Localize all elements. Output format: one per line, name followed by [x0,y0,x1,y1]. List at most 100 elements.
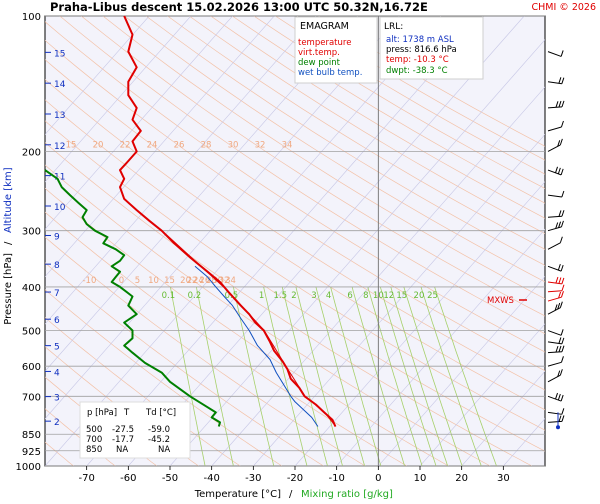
wind-barb-flag [560,139,562,145]
altitude-tick-label: 13 [54,111,65,121]
temperature-tick-label: 0 [375,473,381,484]
pressure-tick-label: 925 [22,447,41,458]
theta-label: 5 [135,276,140,286]
legend-item-temperature: temperature [298,38,351,48]
table-cell-2-2: NA [158,445,170,455]
temperature-tick-label: 20 [455,473,468,484]
pressure-tick-label: 200 [22,147,41,158]
wind-barb-flag [558,394,560,400]
y-axis-separator: / [3,241,14,245]
theta-label: 10 [148,276,159,286]
wind-barb-flag [561,329,563,335]
mixing-ratio-label: 1 [259,291,264,301]
theta-label: 34 [225,276,236,286]
wind-barb-shaft [548,107,562,108]
theta-label-top: 15 [66,140,77,150]
wind-barb-flag [561,169,563,175]
theta-label: -10 [82,276,96,286]
wind-barb-shaft [548,243,560,250]
wind-barb-flag [558,264,560,270]
wind-barb-flag [556,167,558,173]
y-axis-label-2: Altitude [km] [3,167,14,233]
wind-barb-flag [562,278,564,284]
temperature-tick-label: -70 [78,473,94,484]
wind-barb-flag [562,78,564,84]
wind-barb-flag [562,210,564,216]
wind-barb-flag [556,346,558,352]
mixing-ratio-label: 3 [311,291,316,301]
wind-barb-shaft [548,362,561,366]
wind-barb-flag [562,408,564,414]
wind-column-base-dot [556,425,560,429]
wind-barb-flag [556,393,558,399]
mixing-ratio-label: 20 [414,291,425,301]
lrl-altitude: alt: 1738 m ASL [386,35,454,45]
lrl-heading: LRL: [384,22,403,32]
wind-barb-flag [561,265,563,271]
altitude-tick-label: 9 [54,232,60,242]
wind-barb-flag [562,346,564,352]
table-cell-1-0: 700 [86,435,102,445]
altitude-tick-label: 4 [54,368,60,378]
wind-barb-shaft [548,412,562,414]
y-axis-title: Pressure [hPa] / Altitude [km] [3,167,14,324]
wind-barb-shaft [548,52,561,57]
wind-barb-flag [560,237,562,243]
theta-label-top: 24 [147,140,158,150]
pressure-tick-label: 400 [22,283,41,294]
temperature-tick-label: 30 [497,473,510,484]
wind-barb-shaft [548,308,560,315]
wind-barb-flag [561,121,563,127]
altitude-tick-label: 14 [54,80,66,90]
temperature-tick-label: -60 [120,473,136,484]
theta-label: 0 [119,276,124,286]
wind-barbs [548,50,564,429]
table-header-t: T [123,408,130,418]
temperature-tick-label: -50 [162,473,178,484]
table-header-td: Td [°C] [145,408,176,418]
wind-barb-shaft [548,195,562,197]
legend: EMAGRAM temperature virt.temp. dew point… [295,17,377,83]
wind-barb-flag [559,210,561,216]
altitude-tick-label: 12 [54,142,65,152]
wind-barb-flag [559,337,561,343]
mixing-ratio-label: 12 [383,291,394,301]
pressure-tick-label: 500 [22,327,41,338]
wind-barb-flag [562,415,564,421]
x-axis-label-2: Mixing ratio [g/kg] [301,489,393,500]
altitude-tick-label: 8 [54,261,60,271]
x-axis-label: Temperature [°C] [194,489,281,500]
wind-barb-flag [561,356,563,362]
wind-barb-flag [560,369,562,375]
table-header-p: p [hPa] [87,408,117,418]
altitude-tick-label: 3 [54,394,60,404]
wind-barb-flag [561,50,563,56]
temperature-tick-label: 10 [414,473,427,484]
pressure-tick-label: 1000 [16,462,41,473]
mixing-ratio-label: 2 [291,291,296,301]
pressure-tick-label: 300 [22,227,41,238]
theta-label-top: 30 [228,140,239,150]
wind-barb-shaft [548,227,561,231]
lrl-temperature: temp: -10.3 °C [386,55,449,65]
wind-barb-flag [562,338,564,344]
wind-barb-flag [559,346,561,352]
altitude-tick-label: 7 [54,289,60,299]
table-cell-2-0: 850 [86,445,102,455]
x-axis-separator: / [289,489,293,500]
chart-title: Praha-Libus descent 15.02.2026 13:00 UTC… [50,0,428,14]
wind-barb-flag [561,221,563,227]
altitude-tick-label: 15 [54,49,65,59]
x-axis-title: Temperature [°C] / Mixing ratio [g/kg] [194,489,393,500]
table-cell-0-0: 500 [86,425,102,435]
temperature-tick-label: -20 [287,473,303,484]
mixing-ratio-label: 25 [427,291,438,301]
wind-barb-shaft [548,291,562,292]
wind-barb-flag [562,191,564,197]
wind-barb-flag [556,101,558,107]
table-cell-1-1: -17.7 [112,435,134,445]
legend-item-virt-temp: virt.temp. [298,48,340,58]
mixing-ratio-label: 1.5 [273,291,287,301]
theta-label-top: 22 [120,140,131,150]
